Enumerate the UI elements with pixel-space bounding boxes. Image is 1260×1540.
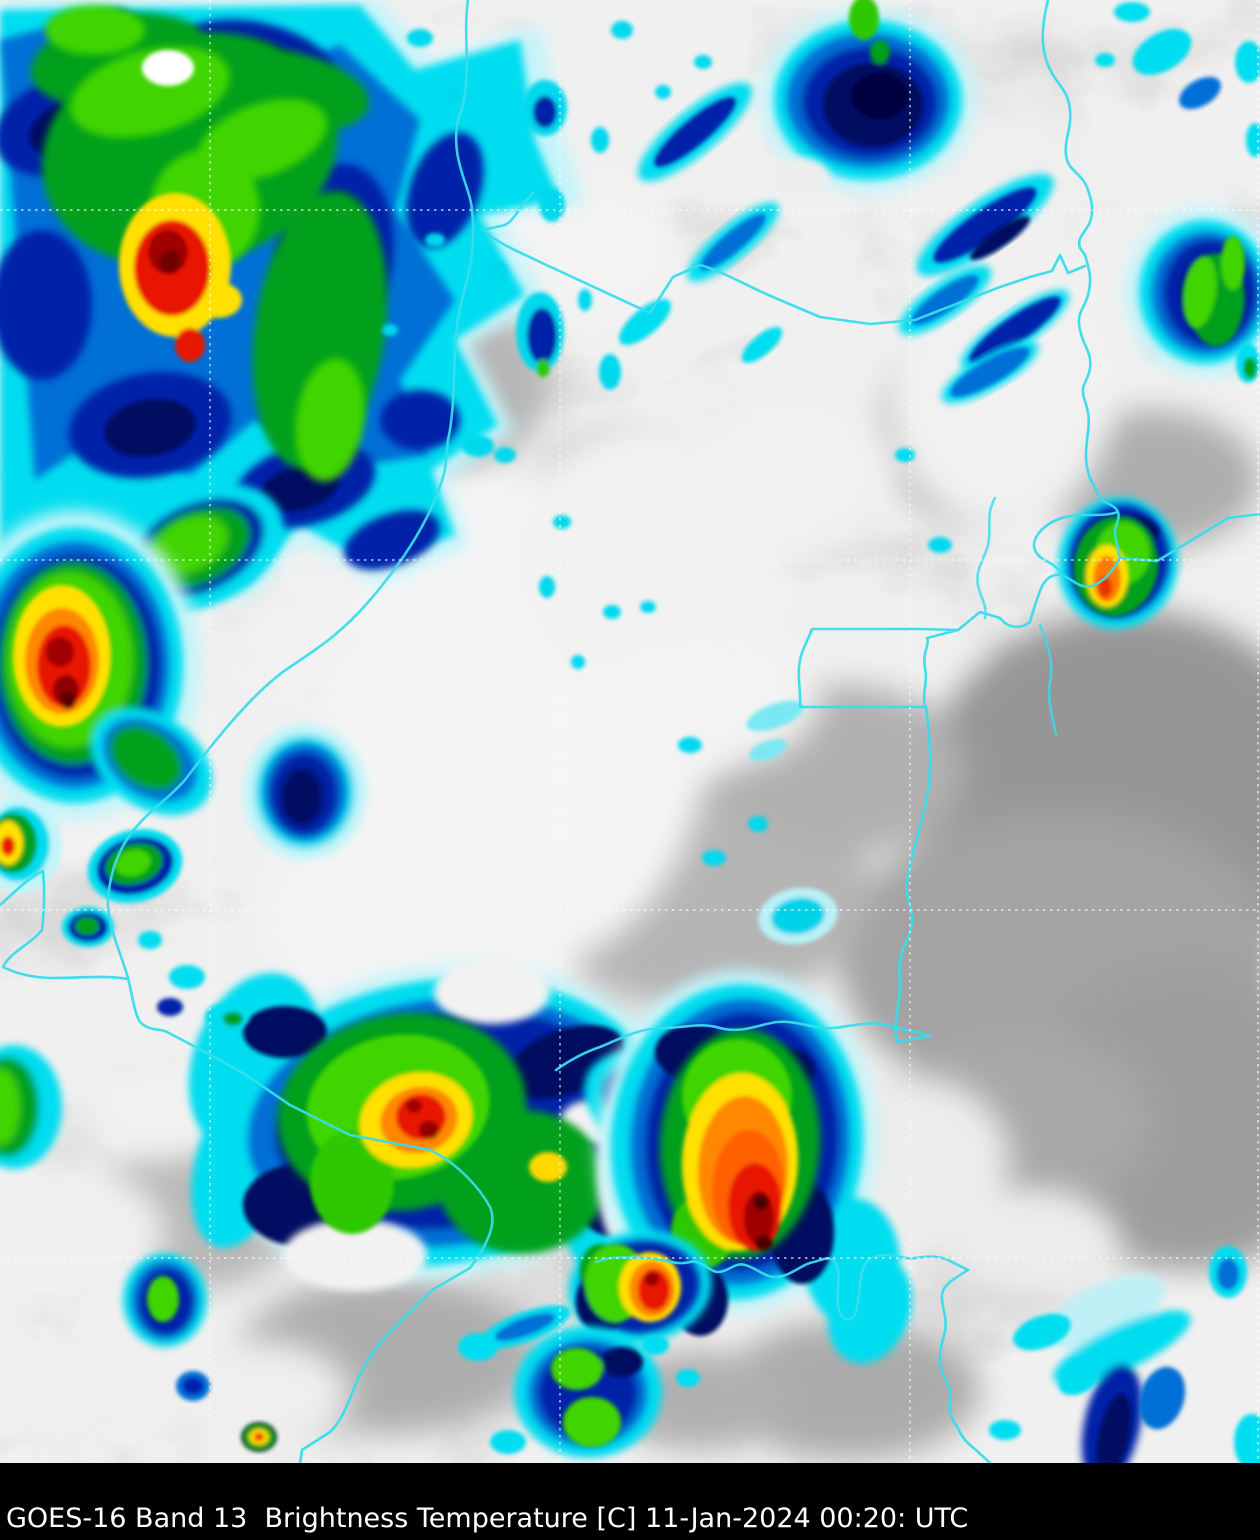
border-wavy-upper xyxy=(554,1020,932,1072)
country-borders xyxy=(0,0,1260,1463)
border-west-squiggle xyxy=(976,496,997,620)
caption-text: GOES-16 Band 13 Brightness Temperature [… xyxy=(6,1503,969,1534)
scattered-cold-cells xyxy=(0,448,1260,1463)
border-river-bottom-right xyxy=(938,1268,992,1463)
border-north-diagonal xyxy=(481,191,1087,326)
border-squiggle-cluster xyxy=(1032,510,1120,574)
storm-right-edge xyxy=(1095,2,1260,383)
border-east-branch xyxy=(1118,512,1260,563)
scattered-cells-top-center xyxy=(382,21,712,669)
border-cluster-tail xyxy=(1038,623,1058,737)
border-river-south xyxy=(894,705,932,1044)
border-left-loop xyxy=(0,869,130,981)
border-paraguay-river xyxy=(106,0,494,1463)
storm-complex-top-left xyxy=(0,0,585,635)
satellite-image xyxy=(0,0,1260,1463)
admin-box-border xyxy=(797,627,960,709)
border-parana-river xyxy=(956,0,1122,632)
storm-top-right xyxy=(619,0,1070,404)
graticule xyxy=(0,0,1260,1463)
caption-bar: GOES-16 Band 13 Brightness Temperature [… xyxy=(0,1463,1260,1540)
storm-left-middle xyxy=(0,483,367,893)
